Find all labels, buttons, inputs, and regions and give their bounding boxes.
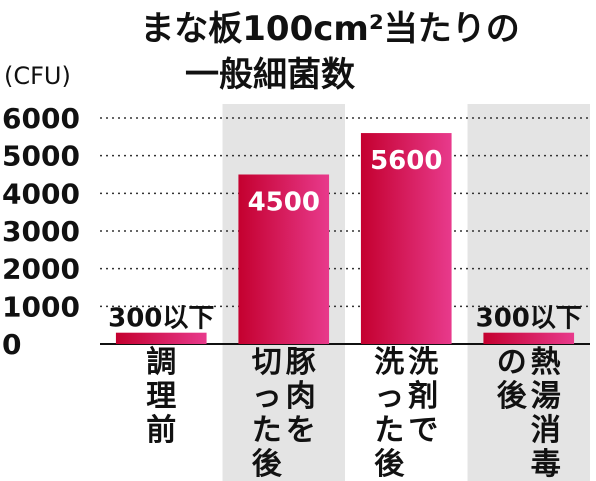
category-label-char: っ: [252, 379, 282, 414]
category-label-char: た: [252, 413, 282, 448]
bar-value-label: 4500: [248, 188, 320, 218]
y-tick-label: 1000: [2, 290, 80, 323]
category-label-char: た: [374, 413, 404, 448]
category-label-char: 剤: [407, 379, 438, 414]
bar-value-label: 5600: [370, 146, 442, 176]
category-label-char: 消: [531, 413, 561, 448]
bar-value-labels: 300以下 4500 5600 300以下: [108, 146, 582, 334]
bar: [115, 332, 207, 344]
y-tick-label: 0: [2, 328, 21, 361]
y-tick-label: 2000: [2, 253, 80, 286]
bar-value-label: 300以下: [108, 304, 214, 334]
bar: [360, 133, 452, 344]
category-label-char: を: [286, 413, 316, 448]
bar-value-label: 300以下: [476, 304, 582, 334]
category-label-char: 調: [146, 345, 176, 380]
chart-title-line1: まな板100cm²当たりの: [140, 9, 519, 49]
category-label-char: っ: [374, 379, 404, 414]
category-label-char: 湯: [531, 379, 561, 414]
bars: [115, 133, 575, 344]
category-label-char: 後: [497, 379, 528, 414]
y-tick-label: 6000: [2, 102, 80, 135]
category-label-char: 後: [252, 447, 283, 481]
category-label-char: 肉: [286, 379, 316, 414]
bar: [483, 332, 575, 344]
category-label-char: 前: [146, 413, 176, 448]
y-tick-label: 4000: [2, 177, 80, 210]
category-label-char: 洗: [408, 345, 438, 380]
category-label-char: 切: [252, 345, 282, 380]
bar: [238, 174, 330, 344]
unit-label: (CFU): [4, 62, 71, 90]
y-axis-ticks: 0 1000 2000 3000 4000 5000 6000: [2, 102, 80, 361]
chart-title-line2: 一般細菌数: [185, 55, 355, 95]
category-label-char: 洗: [374, 345, 404, 380]
category-label-char: 熱: [531, 345, 561, 380]
category-label-char: 後: [374, 447, 405, 481]
highlight-band: [467, 104, 590, 481]
category-label-char: 豚: [286, 345, 316, 380]
category-label-char: の: [497, 345, 527, 380]
y-tick-label: 3000: [2, 215, 80, 248]
category-label-char: で: [408, 413, 438, 448]
category-label-char: 毒: [531, 447, 561, 481]
y-tick-label: 5000: [2, 140, 80, 173]
category-label-char: 理: [146, 379, 176, 414]
